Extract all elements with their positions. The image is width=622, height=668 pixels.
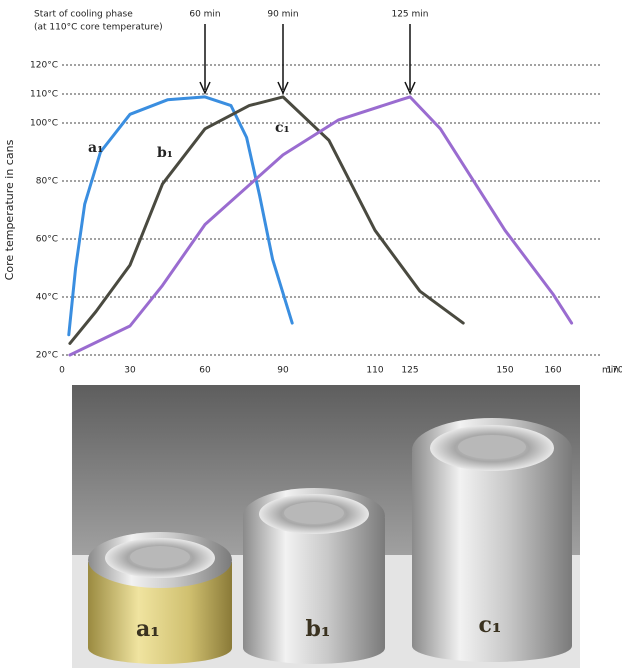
photo: a₁ b₁ c₁ <box>72 385 580 668</box>
x-tick-label: 170 <box>606 366 622 376</box>
can-c <box>412 418 572 662</box>
series-label: b₁ <box>157 145 173 161</box>
line-series <box>67 95 294 337</box>
x-tick-label: 0 <box>59 366 65 376</box>
y-tick-label: 110°C <box>30 90 58 100</box>
y-tick-label: 20°C <box>36 351 58 361</box>
annotation-title: Start of cooling phase <box>34 10 133 20</box>
annotation-title: (at 110°C core temperature) <box>34 23 163 33</box>
series-label: c₁ <box>275 120 290 136</box>
photo-label: c₁ <box>478 612 501 638</box>
annotation: 60 min <box>189 10 220 20</box>
y-tick-label: 120°C <box>30 61 58 71</box>
y-axis-label: Core temperature in cans <box>3 139 16 280</box>
y-tick-label: 100°C <box>30 119 58 129</box>
x-tick-label: 30 <box>124 366 136 376</box>
photo-label: b₁ <box>305 616 330 642</box>
series-label: a₁ <box>88 140 103 156</box>
line-series <box>68 95 574 357</box>
arrow-head <box>277 81 289 95</box>
x-tick-label: 60 <box>199 366 211 376</box>
annotation: 125 min <box>391 10 428 20</box>
x-tick-label: 125 <box>401 366 418 376</box>
annotation: 90 min <box>267 10 298 20</box>
y-tick-label: 60°C <box>36 235 58 245</box>
x-tick-label: 110 <box>366 366 383 376</box>
can-a <box>88 532 232 664</box>
x-axis-label: min <box>602 366 619 376</box>
y-tick-label: 40°C <box>36 293 58 303</box>
x-tick-label: 160 <box>544 366 561 376</box>
x-tick-label: 150 <box>496 366 513 376</box>
can-b <box>243 488 385 664</box>
x-tick-label: 90 <box>277 366 289 376</box>
line-series <box>68 95 465 345</box>
arrow-head <box>404 81 416 95</box>
arrow-head <box>199 81 211 95</box>
photo-label: a₁ <box>136 616 160 642</box>
y-tick-label: 80°C <box>36 177 58 187</box>
